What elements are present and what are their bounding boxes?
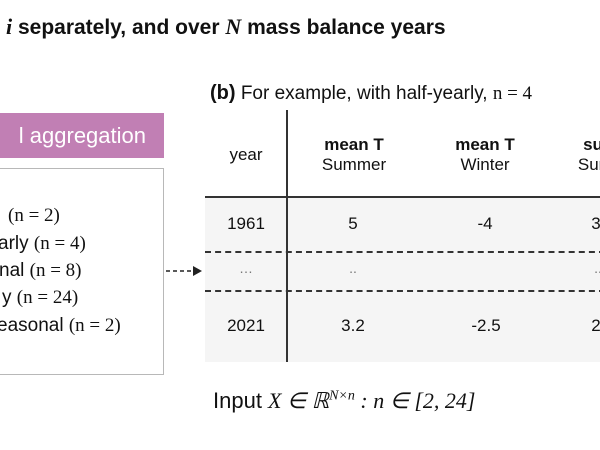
- cell: -4: [477, 214, 493, 233]
- header-col: mean T Winter: [455, 135, 515, 174]
- cell: …: [239, 260, 253, 276]
- aggregation-box: [0, 168, 164, 375]
- cell: 3.2: [341, 316, 365, 335]
- cell: 2: [591, 316, 600, 335]
- input-formula: Input X ∈ ℝN×n : n ∈ [2, 24]: [213, 388, 476, 413]
- aggregation-header: l aggregation: [0, 113, 164, 158]
- cell: 1961: [227, 214, 265, 233]
- header-year: year: [229, 145, 263, 164]
- table-caption: (b) For example, with half-yearly, n = 4: [210, 82, 533, 104]
- title-text: separately, and over: [12, 16, 226, 39]
- cell: 5: [348, 214, 358, 233]
- cell: -2.5: [471, 316, 501, 335]
- cell: 2021: [227, 316, 265, 335]
- table-year-divider: [286, 110, 288, 362]
- cell: 3: [591, 214, 600, 233]
- title-var-i: i: [6, 14, 13, 39]
- row-divider-dashed: [205, 290, 600, 292]
- title-var-n: N: [225, 14, 242, 39]
- row-divider-dashed: [205, 251, 600, 253]
- header-col: mean T Summer: [321, 135, 387, 174]
- table-header-divider: [205, 196, 600, 198]
- aggregation-item: easonal (n = 2): [0, 315, 121, 336]
- cell: ..: [594, 260, 600, 276]
- header-col: suSun: [577, 135, 600, 174]
- dashed-arrow-icon: [166, 266, 202, 276]
- cell: ..: [349, 260, 357, 276]
- aggregation-item: nal (n = 8): [0, 260, 82, 281]
- aggregation-item: (n = 2): [8, 205, 60, 226]
- table-body-background: [205, 197, 600, 362]
- aggregation-item: arly (n = 4): [0, 233, 86, 254]
- aggregation-item: y (n = 24): [2, 287, 79, 308]
- figure-title: i separately, and over N mass balance ye…: [6, 14, 446, 40]
- title-text-2: mass balance years: [241, 16, 446, 39]
